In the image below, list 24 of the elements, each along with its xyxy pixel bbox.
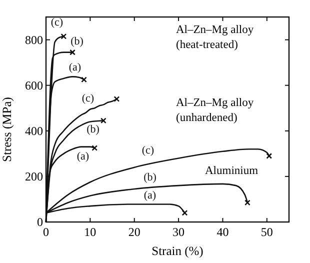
annotation: Al–Zn–Mg alloy (heat-treated): [176, 24, 254, 51]
annotation: Aluminium: [205, 164, 258, 177]
y-tick-label: 400: [25, 124, 43, 138]
series-label: (b): [70, 36, 84, 48]
annotation: Al–Zn–Mg alloy (unhardened): [176, 96, 254, 124]
series-label: (a): [76, 150, 90, 163]
y-tick-label: 200: [25, 169, 43, 184]
series-label: (c): [50, 16, 64, 29]
y-tick-label: 0: [37, 215, 43, 229]
series-label: (c): [82, 92, 94, 105]
y-axis-title: Stress (MPa): [0, 97, 14, 162]
series-label: (b): [86, 124, 100, 136]
y-tick-label: 600: [25, 78, 43, 92]
x-tick-label: 50: [260, 225, 273, 239]
x-tick-label: 30: [172, 225, 185, 239]
x-axis-title: Strain (%): [152, 244, 204, 258]
series-label: (a): [68, 62, 82, 74]
x-tick-label: 10: [84, 225, 96, 239]
x-tick-label: 40: [216, 225, 229, 239]
y-tick-label: 800: [25, 32, 43, 47]
series-label: (a): [144, 190, 156, 202]
x-tick-label: 20: [128, 225, 140, 239]
series-label: (b): [144, 172, 157, 184]
series-label: (c): [142, 144, 154, 157]
